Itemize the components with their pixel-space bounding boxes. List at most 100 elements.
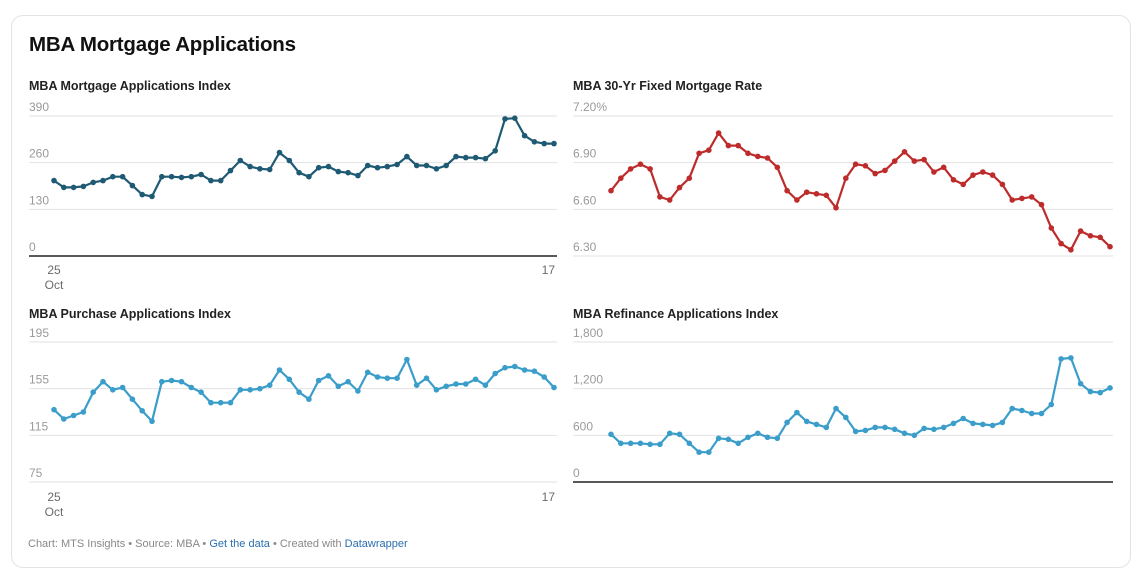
data-point[interactable] bbox=[989, 422, 996, 429]
data-point[interactable] bbox=[364, 369, 371, 376]
data-point[interactable] bbox=[315, 377, 322, 384]
data-point[interactable] bbox=[521, 367, 528, 373]
data-point[interactable] bbox=[482, 382, 489, 389]
data-point[interactable] bbox=[911, 432, 918, 439]
data-point[interactable] bbox=[794, 409, 800, 416]
data-point[interactable] bbox=[188, 173, 195, 180]
data-point[interactable] bbox=[541, 374, 547, 380]
data-point[interactable] bbox=[980, 421, 986, 428]
data-point[interactable] bbox=[764, 434, 771, 441]
data-point[interactable] bbox=[335, 168, 342, 175]
data-point[interactable] bbox=[1068, 247, 1074, 253]
data-point[interactable] bbox=[257, 166, 263, 172]
data-point[interactable] bbox=[237, 387, 244, 393]
data-point[interactable] bbox=[931, 426, 937, 433]
data-point[interactable] bbox=[306, 173, 312, 180]
data-point[interactable] bbox=[61, 184, 67, 191]
data-point[interactable] bbox=[70, 184, 77, 191]
data-point[interactable] bbox=[637, 440, 644, 447]
data-point[interactable] bbox=[423, 375, 430, 382]
data-point[interactable] bbox=[715, 130, 722, 136]
data-point[interactable] bbox=[149, 193, 155, 200]
data-point[interactable] bbox=[168, 173, 175, 180]
data-point[interactable] bbox=[276, 367, 283, 373]
data-point[interactable] bbox=[80, 183, 87, 190]
data-point[interactable] bbox=[217, 399, 224, 406]
data-point[interactable] bbox=[404, 356, 410, 363]
data-point[interactable] bbox=[1038, 410, 1045, 417]
data-point[interactable] bbox=[355, 388, 361, 394]
data-point[interactable] bbox=[1058, 356, 1064, 362]
data-point[interactable] bbox=[453, 153, 459, 160]
data-point[interactable] bbox=[999, 181, 1006, 188]
data-point[interactable] bbox=[813, 421, 820, 428]
data-point[interactable] bbox=[843, 175, 849, 181]
data-point[interactable] bbox=[833, 205, 839, 211]
data-point[interactable] bbox=[608, 187, 614, 194]
data-point[interactable] bbox=[1038, 201, 1045, 208]
data-point[interactable] bbox=[764, 155, 771, 161]
data-point[interactable] bbox=[872, 424, 878, 431]
data-point[interactable] bbox=[149, 418, 155, 425]
data-point[interactable] bbox=[774, 435, 781, 442]
data-point[interactable] bbox=[217, 177, 224, 184]
data-point[interactable] bbox=[1009, 405, 1015, 412]
data-point[interactable] bbox=[384, 375, 391, 382]
data-point[interactable] bbox=[472, 154, 479, 161]
data-point[interactable] bbox=[276, 149, 283, 156]
data-point[interactable] bbox=[90, 179, 96, 186]
data-point[interactable] bbox=[286, 157, 293, 164]
data-point[interactable] bbox=[618, 175, 624, 181]
data-point[interactable] bbox=[706, 147, 712, 153]
data-point[interactable] bbox=[666, 430, 673, 437]
data-point[interactable] bbox=[706, 449, 712, 456]
data-point[interactable] bbox=[296, 389, 302, 396]
data-point[interactable] bbox=[139, 408, 145, 414]
data-point[interactable] bbox=[168, 377, 175, 384]
data-point[interactable] bbox=[803, 418, 810, 425]
data-point[interactable] bbox=[950, 420, 957, 427]
datawrapper-link[interactable]: Datawrapper bbox=[344, 538, 408, 550]
data-point[interactable] bbox=[1077, 228, 1084, 234]
data-point[interactable] bbox=[999, 419, 1006, 426]
data-point[interactable] bbox=[325, 163, 332, 170]
data-point[interactable] bbox=[227, 167, 234, 174]
data-point[interactable] bbox=[404, 153, 410, 160]
data-point[interactable] bbox=[676, 184, 683, 191]
data-point[interactable] bbox=[433, 387, 440, 393]
data-point[interactable] bbox=[335, 383, 342, 390]
data-point[interactable] bbox=[521, 132, 528, 139]
data-point[interactable] bbox=[696, 449, 702, 456]
data-point[interactable] bbox=[725, 142, 732, 149]
data-point[interactable] bbox=[551, 384, 557, 391]
data-point[interactable] bbox=[178, 174, 185, 181]
data-point[interactable] bbox=[627, 440, 634, 447]
data-point[interactable] bbox=[862, 163, 869, 169]
data-point[interactable] bbox=[1028, 410, 1035, 417]
data-point[interactable] bbox=[725, 436, 732, 443]
data-point[interactable] bbox=[1077, 380, 1084, 387]
data-point[interactable] bbox=[364, 162, 371, 169]
data-point[interactable] bbox=[882, 167, 888, 174]
data-point[interactable] bbox=[443, 383, 450, 390]
data-point[interactable] bbox=[374, 164, 381, 171]
data-point[interactable] bbox=[492, 148, 499, 154]
data-point[interactable] bbox=[129, 182, 136, 189]
get-the-data-link[interactable]: Get the data bbox=[209, 538, 270, 550]
data-point[interactable] bbox=[237, 157, 244, 164]
data-point[interactable] bbox=[686, 440, 693, 447]
data-point[interactable] bbox=[735, 142, 741, 149]
data-point[interactable] bbox=[266, 166, 273, 173]
data-point[interactable] bbox=[286, 376, 293, 383]
data-point[interactable] bbox=[872, 170, 878, 177]
data-point[interactable] bbox=[1107, 243, 1113, 250]
data-point[interactable] bbox=[482, 155, 489, 162]
data-point[interactable] bbox=[315, 164, 322, 171]
data-point[interactable] bbox=[823, 192, 830, 199]
data-point[interactable] bbox=[784, 419, 790, 426]
data-point[interactable] bbox=[306, 396, 312, 403]
data-point[interactable] bbox=[453, 381, 459, 387]
data-point[interactable] bbox=[531, 368, 538, 375]
data-point[interactable] bbox=[61, 416, 67, 422]
data-point[interactable] bbox=[413, 382, 420, 389]
